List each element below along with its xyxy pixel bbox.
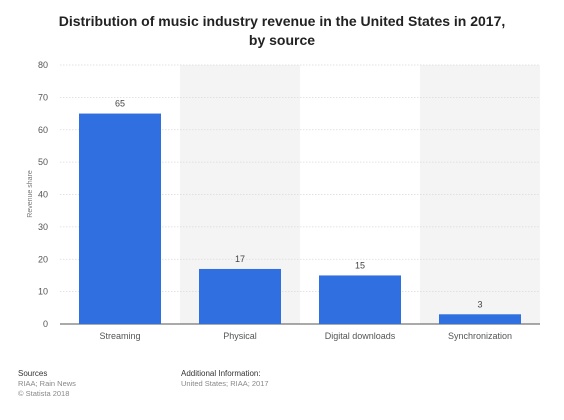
chart-title-line-1: Distribution of music industry revenue i… — [58, 13, 506, 29]
x-tick-label: Digital downloads — [325, 331, 396, 341]
y-tick-label: 20 — [38, 254, 48, 264]
sources-text: RIAA; Rain News — [18, 379, 76, 388]
data-label: 17 — [235, 254, 245, 264]
data-label: 15 — [355, 260, 365, 270]
bar — [79, 113, 161, 324]
x-axis-ticks: Streaming Physical Digital downloads Synchr… — [99, 331, 512, 341]
data-labels: 65 17 15 3 — [115, 99, 483, 310]
additional-info-text: United States; RIAA; 2017 — [181, 379, 269, 388]
gridlines — [60, 64, 540, 292]
y-tick-label: 70 — [38, 92, 48, 102]
bars — [79, 113, 521, 324]
x-tick-label: Synchronization — [448, 331, 512, 341]
y-axis-label: Revenue share — [27, 170, 34, 218]
y-tick-label: 60 — [38, 125, 48, 135]
y-tick-label: 0 — [43, 319, 48, 329]
chart-title-line-2: by source — [248, 32, 316, 48]
data-label: 3 — [477, 299, 482, 309]
additional-info-block: Additional Information: United States; R… — [181, 369, 269, 389]
copyright-text: © Statista 2018 — [18, 389, 70, 398]
chart-title: Distribution of music industry revenue i… — [0, 12, 564, 50]
y-tick-label: 80 — [38, 60, 48, 70]
bar — [439, 314, 521, 324]
sources-heading: Sources — [18, 369, 48, 378]
y-tick-label: 40 — [38, 190, 48, 200]
y-tick-label: 30 — [38, 222, 48, 232]
y-tick-label: 10 — [38, 287, 48, 297]
bar — [319, 275, 401, 324]
additional-info-heading: Additional Information: — [181, 369, 261, 378]
y-axis-ticks: 0 10 20 30 40 50 60 70 80 — [38, 60, 48, 329]
x-tick-label: Streaming — [99, 331, 140, 341]
x-tick-label: Physical — [223, 331, 257, 341]
sources-block: Sources RIAA; Rain News © Statista 2018 — [18, 369, 76, 399]
y-tick-label: 50 — [38, 157, 48, 167]
data-label: 65 — [115, 99, 125, 109]
bar — [199, 268, 281, 324]
